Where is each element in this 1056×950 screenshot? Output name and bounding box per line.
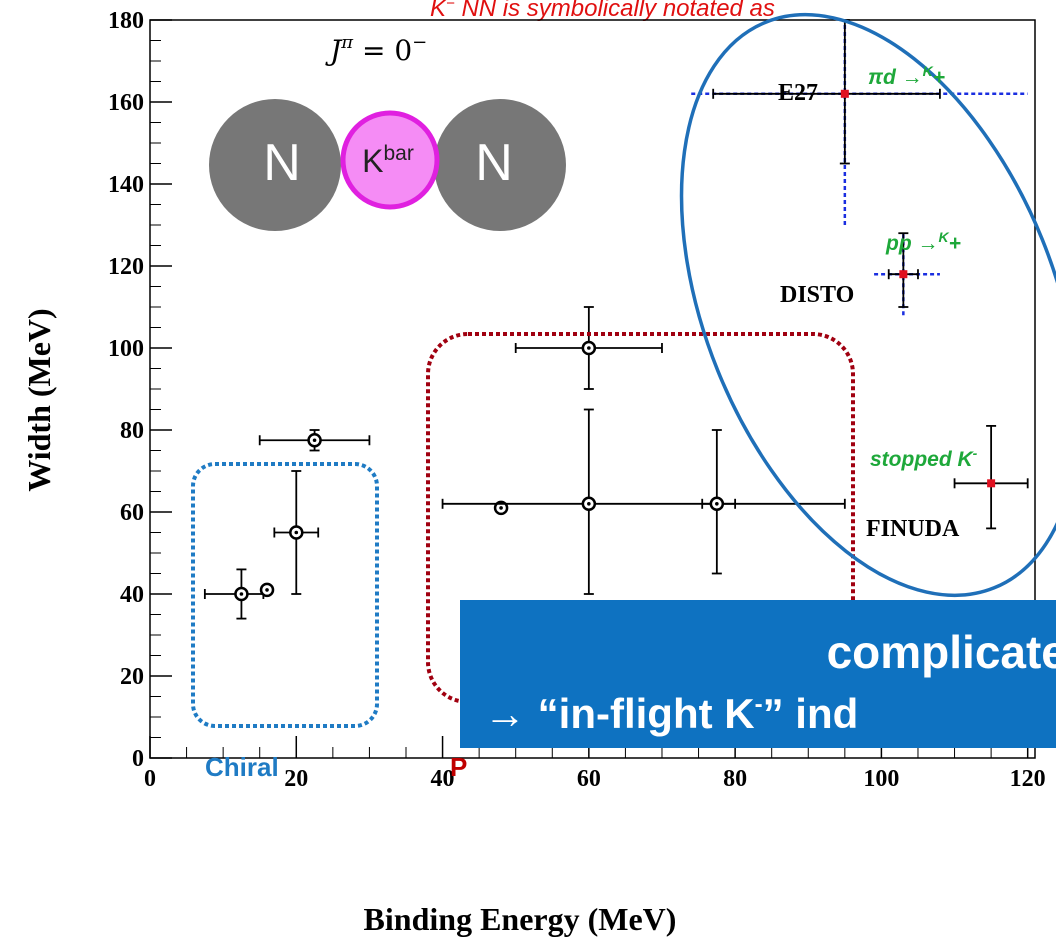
chiral-box (193, 464, 377, 726)
y-tick-label: 40 (120, 582, 144, 608)
x-tick-label: 120 (1010, 766, 1046, 792)
reaction: πd →K+ (868, 63, 945, 89)
y-tick-label: 60 (120, 500, 144, 526)
x-tick-label: 60 (577, 766, 601, 792)
banner-part: ” ind (763, 690, 859, 737)
banner-part: → “in-flight K (484, 690, 755, 737)
point-center (715, 502, 719, 506)
chart: K− NN is symbolically notated as 0204060… (0, 0, 1056, 950)
x-axis-title: Binding Energy (MeV) (364, 901, 677, 937)
y-tick-label: 160 (108, 90, 144, 116)
r: πd (868, 66, 902, 89)
banner-sup: - (755, 691, 763, 718)
y-tick-label: 20 (120, 664, 144, 690)
title-sup: − (446, 0, 455, 12)
r: → (902, 66, 923, 89)
point-center (240, 592, 244, 596)
x-tick-label: 80 (723, 766, 747, 792)
point-center (294, 531, 298, 535)
banner-line: → “in-flight K-” ind (484, 690, 858, 737)
quantum-number: Jπ = 0− (325, 32, 427, 67)
r: + (949, 232, 961, 255)
group-label: P (450, 752, 467, 782)
r: → (918, 232, 939, 255)
group-label: Chiral (205, 752, 279, 782)
x-tick-label: 0 (144, 766, 156, 792)
point-center (265, 588, 269, 592)
y-tick-label: 120 (108, 254, 144, 280)
point-center (313, 438, 317, 442)
title-part: NN is symbolically notated as (455, 0, 775, 22)
point-center (499, 506, 503, 510)
r: pp (885, 232, 918, 255)
qn-sup: − (412, 32, 427, 53)
point (899, 270, 907, 278)
experiment-label: E27 (778, 80, 818, 106)
point-center (587, 502, 591, 506)
y-tick-label: 0 (132, 746, 144, 772)
experiment-label: DISTO (780, 282, 854, 308)
x-tick-label: 100 (863, 766, 899, 792)
qn: = 0 (353, 34, 412, 67)
y-axis-title: Width (MeV) (21, 308, 57, 491)
x-tick-label: 20 (284, 766, 308, 792)
y-tick-label: 140 (108, 172, 144, 198)
reaction: stopped K- (870, 445, 978, 471)
r: stopped K (870, 448, 974, 471)
experiment-ellipse (603, 0, 1056, 653)
nucleon-label: N (263, 134, 301, 192)
kaon-sup: bar (383, 142, 413, 165)
chart-title: K− NN is symbolically notated as (430, 0, 775, 22)
r-sup: - (973, 445, 978, 461)
point (987, 479, 995, 487)
title-part: K (430, 0, 447, 22)
y-tick-label: 80 (120, 418, 144, 444)
y-tick-label: 100 (108, 336, 144, 362)
nucleon-label: N (475, 134, 513, 192)
point-center (587, 346, 591, 350)
reaction: pp →K+ (885, 229, 961, 255)
y-tick-label: 180 (108, 8, 144, 34)
r: + (933, 66, 945, 89)
kaon-text: K (362, 143, 383, 179)
banner-line: complicated (827, 626, 1056, 678)
point (841, 90, 849, 98)
experiment-label: FINUDA (866, 516, 960, 542)
